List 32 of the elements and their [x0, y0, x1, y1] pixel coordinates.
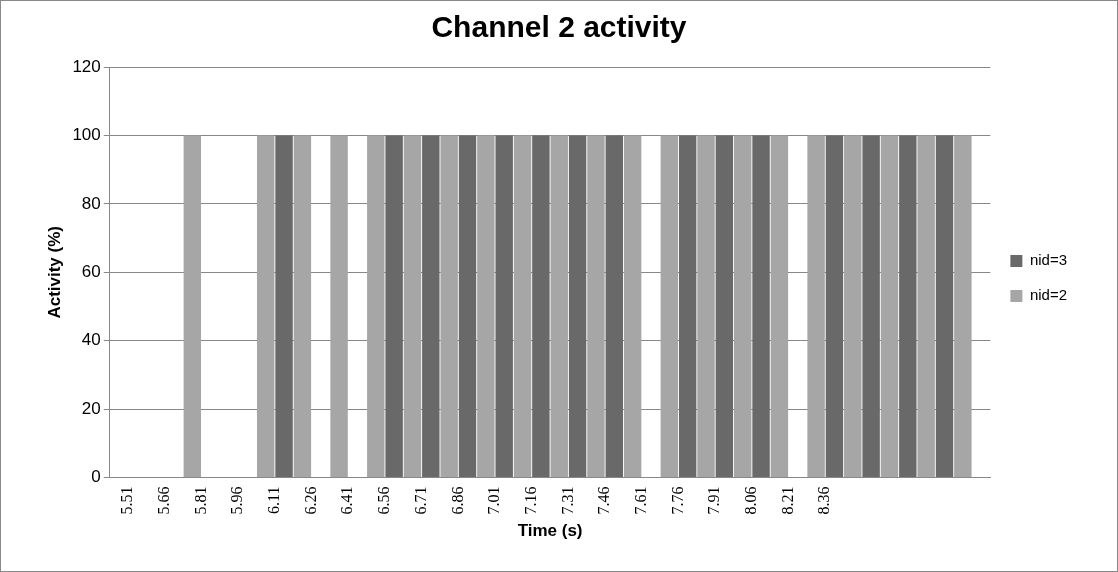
x-tick-label: 7.46 [595, 486, 613, 515]
x-tick-label: 6.56 [375, 486, 393, 515]
x-tick-label: 8.06 [742, 486, 760, 515]
x-tick-label: 6.71 [411, 486, 429, 515]
x-axis-title: Time (s) [517, 521, 583, 541]
x-tick-label: 5.96 [228, 486, 246, 515]
x-tick-label: 6.86 [448, 486, 466, 515]
x-tick-label: 7.01 [485, 486, 503, 515]
y-tick-label: 100 [72, 125, 101, 145]
legend-label: nid=2 [1029, 286, 1068, 304]
x-tick-label: 7.31 [558, 486, 576, 515]
x-tick-label: 8.36 [815, 486, 833, 515]
x-tick-label: 7.76 [668, 486, 686, 515]
x-tick-label: 6.41 [338, 486, 356, 515]
y-tick-label: 0 [91, 467, 101, 487]
y-tick-label: 40 [81, 330, 101, 350]
x-tick-label: 5.51 [118, 486, 136, 515]
y-axis-title: Activity (%) [44, 226, 64, 319]
x-tick-label: 7.61 [632, 486, 650, 515]
x-tick-label: 7.91 [705, 486, 723, 515]
y-tick-label: 80 [81, 193, 101, 213]
y-tick-label: 120 [72, 56, 101, 76]
chart-title: Channel 2 activity [431, 10, 687, 44]
x-tick-label: 7.16 [521, 486, 539, 515]
x-tick-label: 8.21 [778, 486, 796, 515]
x-tick-label: 6.26 [301, 486, 319, 515]
x-tick-label: 5.81 [191, 486, 209, 515]
x-tick-label: 5.66 [155, 486, 173, 515]
y-tick-label: 60 [81, 261, 101, 281]
x-tick-label: 6.11 [265, 486, 283, 515]
legend-label: nid=3 [1029, 251, 1068, 269]
y-tick-label: 20 [81, 398, 101, 418]
